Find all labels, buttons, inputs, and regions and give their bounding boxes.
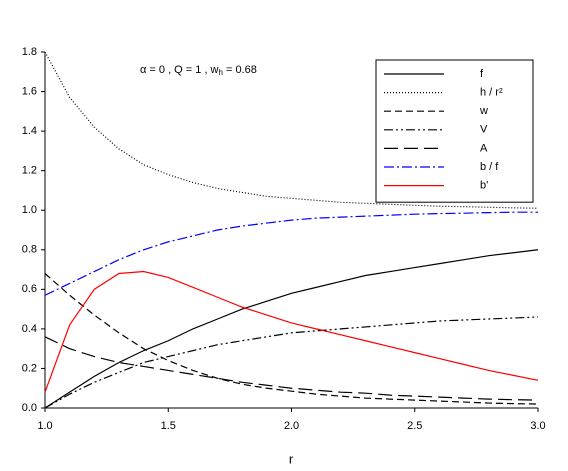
x-tick-label: 3.0	[530, 420, 545, 432]
legend-label: A	[480, 142, 488, 154]
x-axis-label: r	[289, 451, 294, 466]
annotation: α = 0 , Q = 1 , wh = 0.68	[140, 64, 257, 77]
y-tick-label: 0.6	[22, 283, 37, 295]
y-tick-label: 1.4	[22, 125, 37, 137]
legend-label: b / f	[480, 161, 499, 173]
x-tick-label: 2.5	[407, 420, 422, 432]
y-tick-label: 0.2	[22, 362, 37, 374]
legend-label: b'	[480, 180, 488, 192]
series-line	[44, 270, 539, 393]
y-tick-label: 1.8	[22, 46, 37, 58]
x-tick-label: 1.0	[37, 420, 52, 432]
y-tick-label: 0.8	[22, 244, 37, 256]
legend-label: f	[480, 68, 484, 80]
series-line	[44, 316, 539, 409]
series-line	[44, 51, 539, 209]
series-line	[44, 249, 539, 409]
y-tick-label: 0.0	[22, 402, 37, 414]
series-line	[44, 273, 539, 405]
annotation-sub: h	[219, 68, 223, 77]
annotation-tail: = 0.68	[223, 64, 257, 76]
x-tick-label: 1.5	[161, 420, 176, 432]
x-tick-label: 2.0	[284, 420, 299, 432]
legend-label: w	[479, 105, 488, 117]
y-tick-label: 1.2	[22, 165, 37, 177]
y-tick-label: 1.0	[22, 204, 37, 216]
legend-box	[375, 59, 534, 203]
y-tick-label: 1.6	[22, 85, 37, 97]
annotation-text: α = 0 , Q = 1 , w	[140, 64, 219, 76]
legend-label: V	[480, 124, 488, 136]
series-line	[44, 211, 538, 296]
y-tick-label: 0.4	[22, 323, 37, 335]
series-line	[44, 336, 539, 401]
legend-label: h / r²	[480, 87, 503, 99]
